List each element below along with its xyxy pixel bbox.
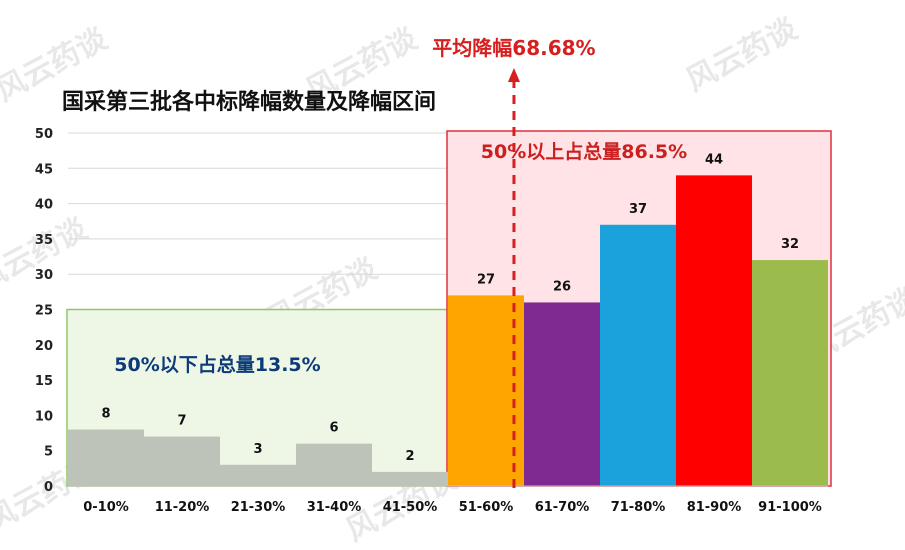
bar (676, 175, 752, 487)
x-tick-label: 51-60% (459, 500, 514, 515)
y-tick-label: 0 (44, 480, 53, 495)
y-tick-label: 40 (35, 198, 53, 213)
bar (144, 436, 220, 486)
bar (296, 443, 372, 486)
bar (448, 295, 524, 486)
data-label: 32 (781, 237, 799, 252)
x-tick-label: 21-30% (231, 500, 286, 515)
data-label: 27 (477, 272, 495, 287)
y-tick-label: 15 (35, 374, 53, 389)
data-label: 8 (101, 407, 110, 422)
x-tick-label: 41-50% (383, 500, 438, 515)
bar (524, 302, 600, 486)
above-50-annotation: 50%以上占总量86.5% (481, 140, 687, 163)
x-tick-label: 81-90% (687, 500, 742, 515)
x-tick-label: 91-100% (758, 500, 822, 515)
data-label: 37 (629, 202, 647, 217)
data-label: 26 (553, 279, 571, 294)
x-tick-label: 31-40% (307, 500, 362, 515)
bar-chart: 0 5 10 15 20 25 30 35 40 45 50 8 0-10% 7 11-20% 3 21-30%… (35, 36, 832, 515)
y-tick-label: 10 (35, 409, 53, 424)
y-tick-label: 35 (35, 233, 53, 248)
bar (220, 464, 296, 486)
data-label: 6 (329, 421, 338, 436)
data-label: 2 (405, 449, 414, 464)
y-tick-label: 20 (35, 339, 53, 354)
y-tick-label: 50 (35, 127, 53, 142)
bar (68, 429, 144, 486)
bar (372, 471, 448, 486)
y-tick-label: 5 (44, 445, 53, 460)
x-tick-label: 11-20% (155, 500, 210, 515)
data-label: 44 (705, 152, 723, 167)
chart-title: 国采第三批各中标降幅数量及降幅区间 (62, 90, 437, 115)
data-label: 7 (177, 414, 186, 429)
y-tick-label: 45 (35, 162, 53, 177)
y-tick-label: 25 (35, 304, 53, 319)
y-tick-label: 30 (35, 268, 53, 283)
below-50-annotation: 50%以下占总量13.5% (114, 353, 320, 376)
bar (600, 224, 676, 486)
x-tick-label: 0-10% (83, 500, 129, 515)
x-tick-label: 71-80% (611, 500, 666, 515)
x-tick-label: 61-70% (535, 500, 590, 515)
data-label: 3 (253, 442, 262, 457)
average-annotation: 平均降幅68.68% (432, 36, 595, 60)
average-arrowhead (507, 68, 520, 82)
bar (752, 260, 828, 486)
